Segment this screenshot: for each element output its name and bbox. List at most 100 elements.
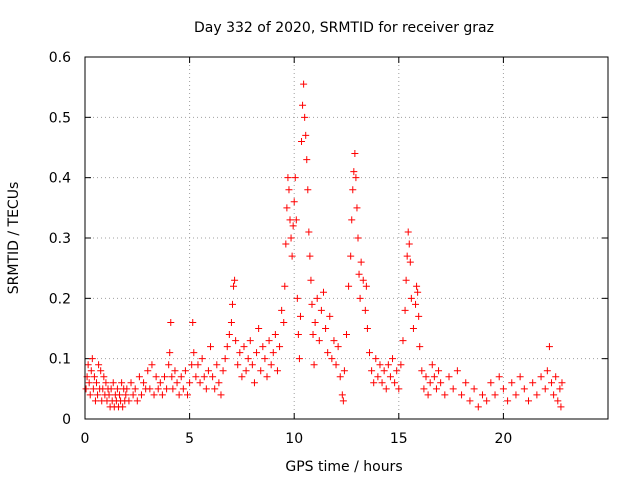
data-point [127, 379, 135, 387]
data-point [295, 355, 303, 363]
data-point [90, 373, 98, 381]
data-point [207, 343, 215, 351]
data-point [194, 361, 202, 369]
y-tick-label: 0.2 [49, 291, 71, 307]
data-point [89, 385, 97, 393]
data-point [310, 361, 318, 369]
data-point [280, 318, 288, 326]
x-tick-label: 10 [285, 431, 303, 447]
data-point [177, 373, 185, 381]
data-point [428, 361, 436, 369]
data-point [319, 288, 327, 296]
data-point [217, 391, 225, 399]
data-point [545, 343, 553, 351]
data-point [231, 276, 239, 284]
data-point [389, 355, 397, 363]
data-point [271, 331, 279, 339]
x-tick-label: 20 [494, 431, 512, 447]
x-tick-label: 0 [81, 431, 90, 447]
data-point [374, 373, 382, 381]
data-point [317, 306, 325, 314]
data-point [215, 379, 223, 387]
data-point [370, 379, 378, 387]
data-point [85, 379, 93, 387]
data-point [113, 385, 121, 393]
data-point [293, 294, 301, 302]
data-point [338, 391, 346, 399]
data-point [557, 403, 565, 411]
data-point [357, 258, 365, 266]
data-point [359, 276, 367, 284]
data-points [82, 80, 566, 411]
data-point [158, 391, 166, 399]
data-point [259, 343, 267, 351]
data-point [125, 397, 133, 405]
data-point [307, 276, 315, 284]
data-point [283, 204, 291, 212]
data-point [384, 361, 392, 369]
data-point [227, 318, 235, 326]
data-point [179, 385, 187, 393]
data-point [309, 331, 317, 339]
y-tick-label: 0.1 [49, 352, 71, 368]
data-point [458, 391, 466, 399]
data-point [470, 385, 478, 393]
data-point [146, 385, 154, 393]
data-point [144, 367, 152, 375]
data-point [213, 361, 221, 369]
data-point [548, 379, 556, 387]
data-point [303, 156, 311, 164]
data-point [304, 186, 312, 194]
data-point [82, 385, 90, 393]
data-point [242, 367, 250, 375]
data-point [386, 373, 394, 381]
data-point [404, 228, 412, 236]
data-point [204, 367, 212, 375]
data-point [412, 300, 420, 308]
data-point [363, 325, 371, 332]
data-point [282, 240, 290, 248]
data-point [294, 331, 302, 339]
data-point [466, 397, 474, 405]
data-point [196, 379, 204, 387]
data-point [418, 367, 426, 375]
data-point [286, 216, 294, 224]
data-point [368, 367, 376, 375]
data-point [248, 361, 256, 369]
data-point [556, 385, 564, 393]
data-point [173, 379, 181, 387]
data-point [234, 361, 242, 369]
data-point [353, 204, 361, 212]
data-point [105, 391, 113, 399]
data-point [416, 343, 424, 351]
data-point [402, 276, 410, 284]
data-point [445, 373, 453, 381]
data-point [94, 391, 102, 399]
data-point [84, 361, 92, 369]
data-point [133, 397, 141, 405]
data-point [175, 391, 183, 399]
data-point [330, 337, 338, 345]
data-point [284, 174, 292, 182]
data-point [300, 80, 308, 88]
y-tick-labels: 0 0.1 0.2 0.3 0.4 0.5 0.6 [49, 50, 71, 428]
data-point [543, 367, 551, 375]
data-point [118, 379, 126, 387]
data-point [449, 385, 457, 393]
data-point [290, 198, 298, 206]
data-point [156, 379, 164, 387]
data-point [236, 349, 244, 357]
data-point [88, 355, 96, 363]
data-point [462, 379, 470, 387]
x-tick-labels: 0 5 10 15 20 [81, 431, 513, 447]
x-tick-label: 5 [185, 431, 194, 447]
data-point [116, 391, 124, 399]
data-point [160, 373, 168, 381]
data-point [550, 391, 558, 399]
data-point [228, 300, 236, 308]
grid-lines [85, 57, 608, 419]
data-point [93, 379, 101, 387]
data-point [422, 373, 430, 381]
data-point [189, 318, 197, 326]
data-point [137, 391, 145, 399]
